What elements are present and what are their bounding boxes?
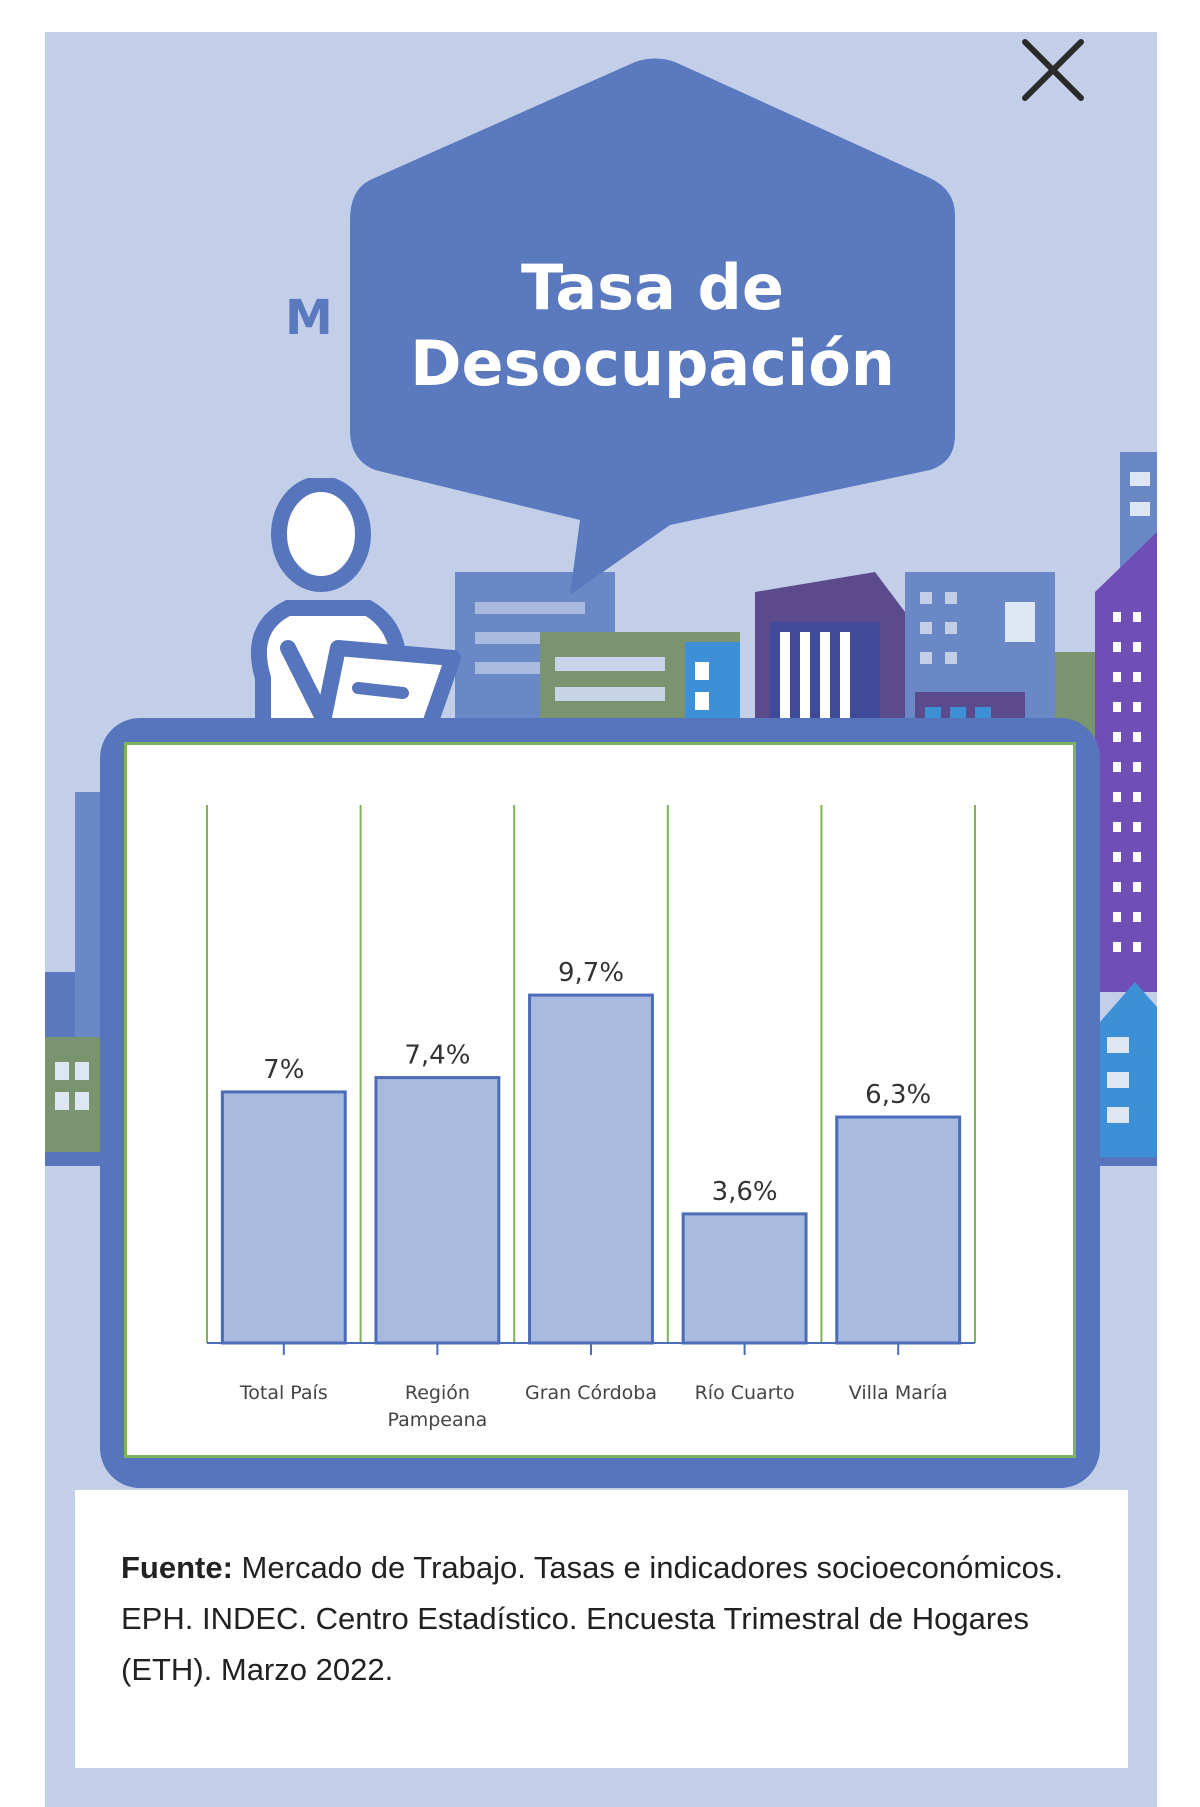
chart-frame: 7% Total País 7,4% Región Pampeana 9,7% Gran C…	[100, 718, 1100, 1488]
x-tick-label: Gran Córdoba	[525, 1382, 657, 1404]
close-icon	[1022, 39, 1084, 101]
source-note: Fuente: Mercado de Trabajo. Tasas e indi…	[75, 1490, 1128, 1768]
source-body: Mercado de Trabajo. Tasas e indicadores …	[121, 1550, 1063, 1687]
bar-chart: 7% Total País 7,4% Región Pampeana 9,7% Gran C…	[206, 805, 976, 1431]
data-label: 9,7%	[558, 958, 624, 988]
source-text: Fuente: Mercado de Trabajo. Tasas e indi…	[121, 1542, 1082, 1695]
x-tick-label: Villa María	[849, 1382, 948, 1404]
title-line-1: Tasa de	[521, 251, 784, 324]
infographic-panel: M Tasa de Desocupación 7% Total País 7,4% R…	[45, 32, 1157, 1807]
bar	[528, 993, 654, 1345]
x-tick-label: Región	[405, 1382, 470, 1404]
title-bubble: Tasa de Desocupación	[330, 50, 1050, 630]
bar	[374, 1076, 501, 1345]
partial-letter: M	[285, 290, 333, 346]
bar	[835, 1115, 962, 1345]
x-tick-label: Total País	[239, 1382, 328, 1404]
speech-bubble-shape	[350, 58, 955, 595]
source-label: Fuente:	[121, 1550, 233, 1585]
data-label: 7%	[263, 1055, 304, 1085]
data-label: 6,3%	[865, 1080, 931, 1110]
close-button[interactable]	[1015, 32, 1091, 108]
x-tick-label: Río Cuarto	[695, 1382, 795, 1404]
chart-area: 7% Total País 7,4% Región Pampeana 9,7% Gran C…	[124, 742, 1076, 1458]
title-line-2: Desocupación	[410, 327, 895, 400]
bar	[220, 1090, 347, 1345]
data-label: 3,6%	[712, 1177, 778, 1207]
bar	[681, 1212, 808, 1345]
data-label: 7,4%	[404, 1041, 470, 1071]
x-tick-label: Pampeana	[387, 1409, 487, 1431]
